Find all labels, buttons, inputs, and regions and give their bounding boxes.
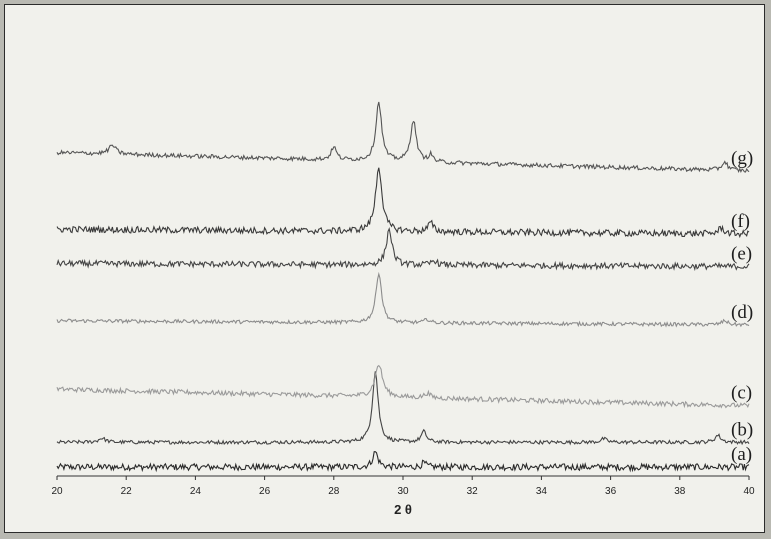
x-tick-label: 20 xyxy=(51,486,63,497)
x-tick-label: 34 xyxy=(536,486,548,497)
figure-frame: (a) (b) (c) (d) (e) (f) (g) 20 22 24 26 28 30 32 34 36… xyxy=(4,4,765,533)
x-tick-label: 22 xyxy=(121,486,133,497)
series-label-b: (b) xyxy=(731,419,753,440)
series-label-e: (e) xyxy=(731,243,752,264)
x-tick-label: 24 xyxy=(190,486,202,497)
series-label-d: (d) xyxy=(731,302,753,323)
x-tick-label: 28 xyxy=(328,486,340,497)
series-line-c xyxy=(56,364,750,409)
x-axis-label: 2 θ xyxy=(394,502,412,517)
x-tick-label: 38 xyxy=(674,486,686,497)
series-line-a xyxy=(56,451,750,473)
x-tick-label: 30 xyxy=(397,486,409,497)
x-tick-label: 40 xyxy=(743,486,755,497)
series-line-g xyxy=(56,101,750,174)
series-label-f: (f) xyxy=(731,211,750,232)
x-tick-label: 32 xyxy=(467,486,479,497)
series-labels: (a) (b) (c) (d) (e) (f) (g) xyxy=(731,148,753,465)
series-label-a: (a) xyxy=(731,444,752,465)
x-tick-label: 26 xyxy=(259,486,271,497)
x-axis-ticks: 20 22 24 26 28 30 32 34 36 38 40 xyxy=(51,476,755,497)
series-line-f xyxy=(56,167,750,239)
series-line-b xyxy=(56,371,750,446)
x-tick-label: 36 xyxy=(605,486,617,497)
series-traces xyxy=(56,101,750,473)
xrd-chart: (a) (b) (c) (d) (e) (f) (g) 20 22 24 26 28 30 32 34 36… xyxy=(51,101,755,517)
series-line-d xyxy=(56,271,750,328)
series-label-c: (c) xyxy=(731,383,752,404)
series-label-g: (g) xyxy=(731,148,753,169)
series-line-e xyxy=(56,226,750,272)
